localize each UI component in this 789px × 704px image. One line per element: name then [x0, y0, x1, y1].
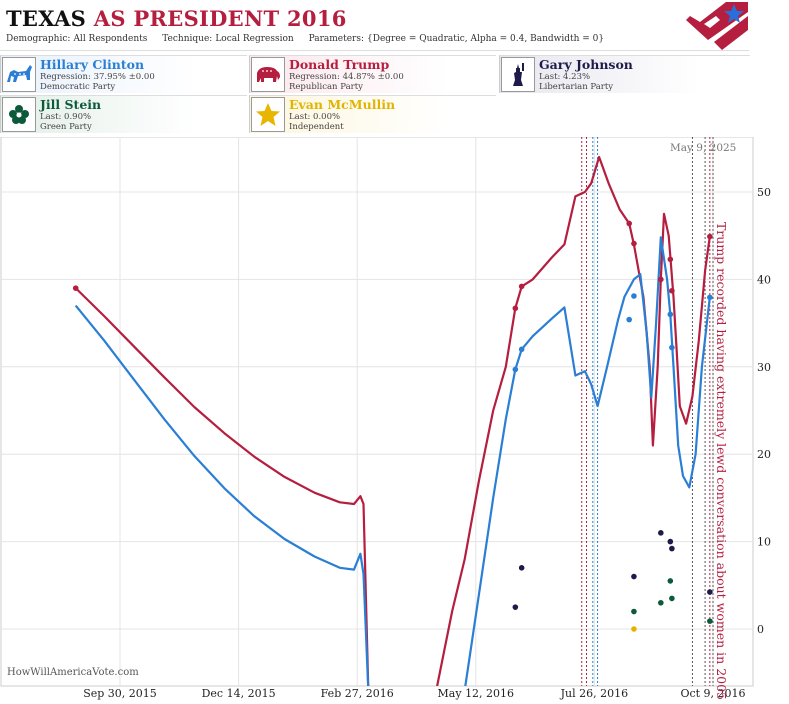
data-point [667, 538, 674, 545]
demographic-value: All Respondents [73, 34, 148, 44]
data-point [518, 346, 525, 353]
donkey-icon [2, 57, 36, 92]
candidate-party: Independent [289, 122, 344, 132]
parameters-line: Demographic: All Respondents Technique: Lo… [6, 34, 607, 44]
event-annotation: Trump recorded having extremely lewd con… [714, 222, 729, 700]
data-point [512, 366, 519, 373]
technique-value: Local Regression [215, 34, 294, 44]
star-icon [251, 97, 285, 132]
y-tick-label: 30 [757, 361, 771, 374]
candidate-card-clinton: Hillary Clinton Regression: 37.95% ±0.00… [0, 55, 247, 93]
data-point [707, 233, 713, 240]
data-point [707, 618, 713, 624]
watermark: HowWillAmericaVote.com [7, 667, 139, 678]
data-point [707, 589, 713, 595]
data-point [631, 608, 637, 615]
candidate-party: Democratic Party [40, 82, 116, 92]
x-tick-label: Dec 14, 2015 [202, 687, 276, 700]
data-point [667, 311, 674, 318]
data-point [669, 287, 675, 294]
candidate-party: Green Party [40, 122, 92, 132]
candidate-party: Republican Party [289, 82, 363, 92]
date-stamp: May 9, 2025 [670, 142, 737, 154]
candidate-name: Gary Johnson [539, 57, 633, 72]
candidate-name: Donald Trump [289, 57, 390, 72]
title-state: TEXAS [6, 6, 87, 31]
data-point [626, 316, 632, 323]
chart-header: TEXAS AS PRESIDENT 2016 Demographic: All … [0, 0, 749, 51]
flower-icon [2, 97, 36, 132]
candidate-party: Libertarian Party [539, 82, 614, 92]
y-tick-label: 20 [757, 448, 771, 461]
poll-chart: Sep 30, 2015 Dec 14, 2015 Feb 27, 2016 May … [0, 137, 771, 700]
technique-label: Technique: [162, 34, 213, 44]
candidate-stat: Last: 0.90% [40, 112, 92, 122]
data-point [631, 626, 637, 632]
data-point [658, 276, 664, 283]
candidate-stat: Last: 0.00% [289, 112, 341, 122]
candidate-card-stein: Jill Stein Last: 0.90% Green Party [0, 95, 247, 133]
y-tick-label: 40 [757, 273, 771, 286]
candidate-card-johnson: Gary Johnson Last: 4.23% Libertarian Par… [499, 55, 750, 93]
data-point [512, 604, 519, 610]
candidate-card-mcmullin: Evan McMullin Last: 0.00% Independent [249, 95, 496, 133]
data-point [667, 256, 674, 263]
y-tick-label: 50 [757, 186, 771, 199]
data-point [518, 565, 525, 571]
data-point [669, 344, 675, 351]
parameters-label: Parameters: [308, 34, 365, 44]
candidate-stat: Regression: 37.95% ±0.00 [40, 72, 155, 82]
x-tick-label: Sep 30, 2015 [83, 687, 157, 700]
data-point [518, 283, 525, 290]
series-line [74, 155, 711, 686]
candidate-stat: Last: 4.23% [539, 72, 591, 82]
data-point [707, 294, 713, 301]
title-rest: AS PRESIDENT 2016 [93, 6, 347, 31]
candidate-card-trump: Donald Trump Regression: 44.87% ±0.00 Re… [249, 55, 496, 93]
data-point [631, 293, 637, 299]
page-title: TEXAS AS PRESIDENT 2016 [6, 6, 347, 31]
data-point [72, 285, 79, 291]
statue-of-liberty-icon [501, 57, 535, 92]
x-tick-label: Oct 9, 2016 [680, 687, 745, 700]
candidate-name: Jill Stein [40, 97, 102, 112]
parameters-value: {Degree = Quadratic, Alpha = 0.4, Bandwi… [367, 34, 605, 44]
candidate-name: Hillary Clinton [40, 57, 145, 72]
data-point [669, 595, 675, 602]
data-point [626, 220, 632, 227]
x-tick-label: May 12, 2016 [438, 687, 515, 700]
data-point [669, 545, 675, 552]
y-tick-label: 10 [757, 536, 771, 549]
demographic-label: Demographic: [6, 34, 71, 44]
candidate-name: Evan McMullin [289, 97, 396, 112]
data-point [512, 305, 519, 312]
plot-area [0, 137, 754, 687]
elephant-icon [251, 57, 285, 92]
data-point [667, 578, 674, 584]
data-point [658, 599, 664, 606]
x-tick-label: Jul 26, 2016 [560, 687, 629, 700]
data-point [631, 240, 637, 247]
y-tick-label: 0 [757, 623, 764, 636]
data-point [658, 530, 664, 536]
x-tick-label: Feb 27, 2016 [321, 687, 394, 700]
data-point [631, 573, 637, 580]
series-line [74, 236, 711, 686]
site-logo-icon [686, 2, 748, 50]
candidate-stat: Regression: 44.87% ±0.00 [289, 72, 404, 82]
